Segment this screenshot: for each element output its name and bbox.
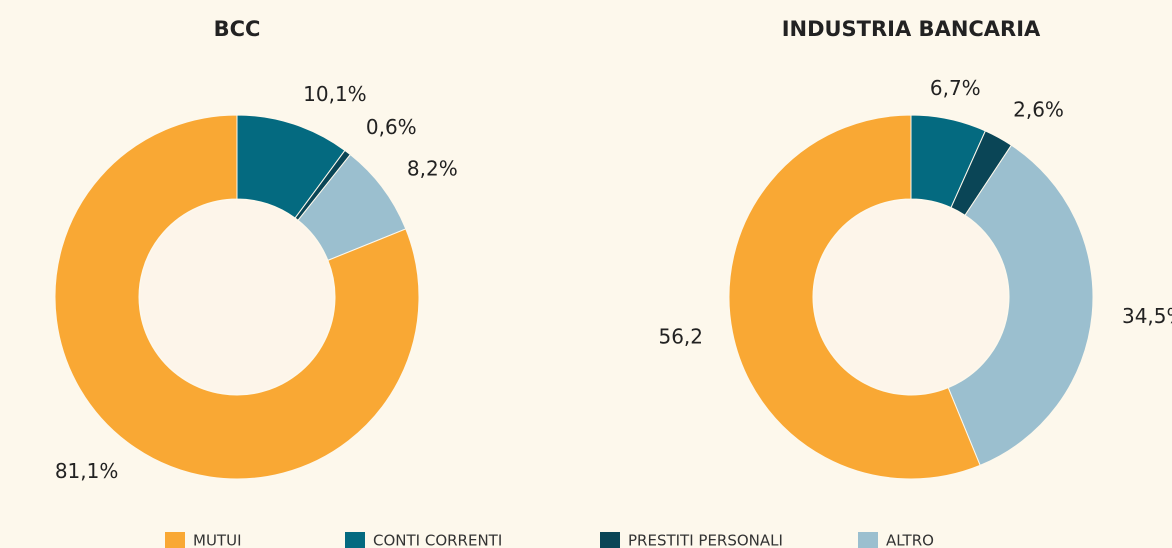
- legend-swatch: [345, 532, 365, 548]
- donut-slice: [54, 114, 420, 480]
- value-label: 8,2%: [407, 157, 458, 181]
- donut-slice: [947, 144, 1094, 467]
- donut-hole: [140, 200, 334, 394]
- donut-slice: [728, 114, 981, 480]
- value-label: 0,6%: [366, 115, 417, 139]
- value-label: 6,7%: [930, 76, 981, 100]
- value-label: 34,5%: [1122, 304, 1172, 328]
- legend-label: MUTUI: [193, 532, 242, 548]
- legend-label: PRESTITI PERSONALI: [628, 532, 783, 548]
- value-label: 81,1%: [55, 459, 119, 483]
- legend-label: ALTRO: [886, 532, 934, 548]
- legend-swatch: [165, 532, 185, 548]
- chart-title: BCC: [214, 17, 261, 41]
- donut-hole: [814, 200, 1008, 394]
- chart-title: INDUSTRIA BANCARIA: [782, 17, 1041, 41]
- legend-swatch: [600, 532, 620, 548]
- value-label: 10,1%: [303, 82, 367, 106]
- value-label: 2,6%: [1013, 98, 1064, 122]
- value-label: 56,2: [658, 325, 703, 349]
- legend-label: CONTI CORRENTI: [373, 532, 502, 548]
- legend-swatch: [858, 532, 878, 548]
